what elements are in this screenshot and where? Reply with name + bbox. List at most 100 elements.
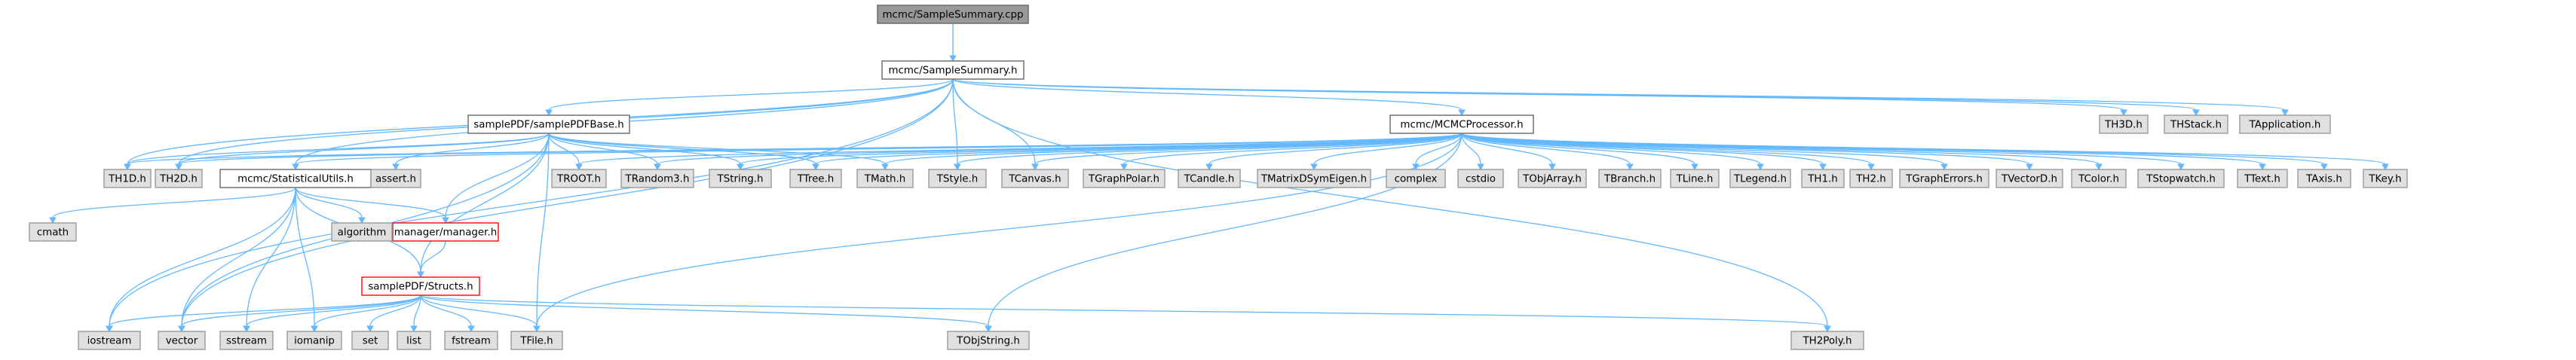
edge-mcmcp-to-tkey (1461, 133, 2386, 165)
node-box (467, 114, 630, 134)
edge-arrowhead-ssh-to-tapp (2281, 109, 2289, 117)
node-label: mcmc/MCMCProcessor.h (1400, 120, 1523, 131)
edge-structs-to-tfile (420, 294, 538, 327)
edge-structs-to-iomanip (314, 294, 421, 327)
node-label: TString.h (717, 174, 764, 185)
edge-arrowhead-mcmcp-to-tvectord (2026, 163, 2033, 171)
node-box (370, 169, 421, 188)
node-assert: assert.h (370, 169, 421, 188)
node-box (29, 222, 77, 242)
node-box (1001, 169, 1069, 188)
edge-spdfb-to-ttree (548, 133, 816, 165)
node-label: TCandle.h (1184, 174, 1235, 185)
node-stat[interactable]: mcmc/StatisticalUtils.h (219, 169, 372, 188)
node-root[interactable]: mcmc/SampleSummary.cpp (877, 5, 1029, 24)
node-tgrapherrors: TGraphErrors.h (1899, 169, 1989, 188)
edge-stat-to-iostream (109, 187, 296, 327)
node-structs[interactable]: samplePDF/Structs.h (361, 276, 480, 296)
node-label: mcmc/StatisticalUtils.h (237, 174, 354, 185)
edge-arrowhead-mcmcp-to-tgrapherrors (1940, 163, 1948, 171)
node-label: samplePDF/samplePDFBase.h (473, 120, 623, 131)
edge-structs-to-vector (181, 294, 421, 327)
node-box (789, 169, 842, 188)
node-tlegend: TLegend.h (1729, 169, 1791, 188)
node-label: TGraphErrors.h (1905, 174, 1983, 185)
node-thstack: THStack.h (2164, 114, 2228, 134)
node-label: THStack.h (2170, 120, 2222, 131)
edge-arrowhead-mcmcp-to-tgraphpolar (1120, 163, 1128, 171)
node-label: TH2.h (1855, 174, 1886, 185)
edge-ssh-to-th2poly (952, 78, 1828, 327)
node-box (1729, 169, 1791, 188)
node-ssh[interactable]: mcmc/SampleSummary.h (881, 60, 1025, 80)
edge-arrowhead-structs-to-th2poly (1824, 325, 1831, 333)
node-mcmcp[interactable]: mcmc/MCMCProcessor.h (1389, 114, 1534, 134)
edge-ssh-to-thstack (952, 78, 2197, 111)
node-label: TObjArray.h (1522, 174, 1582, 185)
edge-arrowhead-mcmcp-to-th1 (1819, 163, 1827, 171)
edge-arrowhead-mcmcp-to-tstyle (954, 163, 961, 171)
edge-mcmcp-to-tstyle (957, 133, 1463, 165)
node-label: TStyle.h (936, 174, 979, 185)
node-box (1598, 169, 1662, 188)
node-box (2363, 169, 2408, 188)
edge-mcmcp-to-tmatrix (1313, 133, 1463, 165)
node-tfile: TFile.h (510, 331, 563, 350)
edge-arrowhead-mcmcp-to-tline (1691, 163, 1698, 171)
edge-mcmcp-to-tcolor (1461, 133, 2100, 165)
edge-arrowhead-mcmcp-to-tcandle (1205, 163, 1213, 171)
edge-structs-to-fstream (420, 294, 472, 327)
node-label: TTree.h (797, 174, 835, 185)
node-tstring: TString.h (709, 169, 772, 188)
edge-mcmcp-to-tline (1461, 133, 1695, 165)
edge-mcmcp-to-tobjarray (1461, 133, 1553, 165)
node-label: assert.h (375, 174, 416, 185)
node-box (551, 169, 607, 188)
edge-spdfb-to-tmath (548, 133, 886, 165)
node-label: TCanvas.h (1008, 174, 1061, 185)
edge-mcmcp-to-tgraphpolar (1123, 133, 1463, 165)
node-box (1178, 169, 1241, 188)
node-label: TH1D.h (108, 174, 146, 185)
edge-structs-to-iostream (109, 294, 421, 327)
node-box (158, 331, 206, 350)
node-label: TH1.h (1807, 174, 1838, 185)
edge-stat-to-vector (181, 187, 296, 327)
edge-arrowhead-mcmcp-to-stat (292, 163, 299, 171)
edge-arrowhead-mcmcp-to-th2d (175, 163, 182, 171)
node-th2: TH2.h (1849, 169, 1893, 188)
node-label: TStopwatch.h (2146, 174, 2216, 185)
node-cmath: cmath (29, 222, 77, 242)
node-box (877, 5, 1029, 24)
edge-ssh-to-tapp (952, 78, 2286, 111)
edge-structs-to-sstream (246, 294, 421, 327)
node-label: TObjString.h (956, 336, 1020, 347)
edge-arrowhead-stat-to-cmath (49, 217, 57, 224)
edge-stat-to-iomanip (295, 187, 315, 327)
node-label: TBranch.h (1603, 174, 1656, 185)
node-label: TH2Poly.h (1802, 336, 1852, 347)
node-box (331, 222, 393, 242)
node-tvectord: TVectorD.h (1996, 169, 2063, 188)
edge-structs-to-list (413, 294, 421, 327)
node-label: list (406, 336, 421, 347)
node-th1: TH1.h (1801, 169, 1845, 188)
node-box (1257, 169, 1371, 188)
node-box (1790, 331, 1864, 350)
node-box (1518, 169, 1587, 188)
node-vector: vector (158, 331, 206, 350)
edge-mcmcp-to-tlegend (1461, 133, 1761, 165)
edge-arrowhead-stat-to-algorithm (358, 217, 366, 224)
node-tcanvas: TCanvas.h (1001, 169, 1069, 188)
node-mgr[interactable]: manager/manager.h (392, 222, 499, 242)
edge-arrowhead-stat-to-mgr (442, 217, 449, 224)
edge-structs-to-set (369, 294, 421, 327)
edge-arrowhead-mgr-to-structs (417, 271, 424, 279)
node-label: TFile.h (519, 336, 553, 347)
node-spdfb[interactable]: samplePDF/samplePDFBase.h (467, 114, 630, 134)
edge-arrowhead-ssh-to-thstack (2192, 109, 2200, 117)
edge-arrowhead-mcmcp-to-tcolor (2095, 163, 2103, 171)
node-tstyle: TStyle.h (928, 169, 987, 188)
edge-arrowhead-structs-to-fstream (467, 325, 475, 333)
node-label: TMath.h (864, 174, 905, 185)
